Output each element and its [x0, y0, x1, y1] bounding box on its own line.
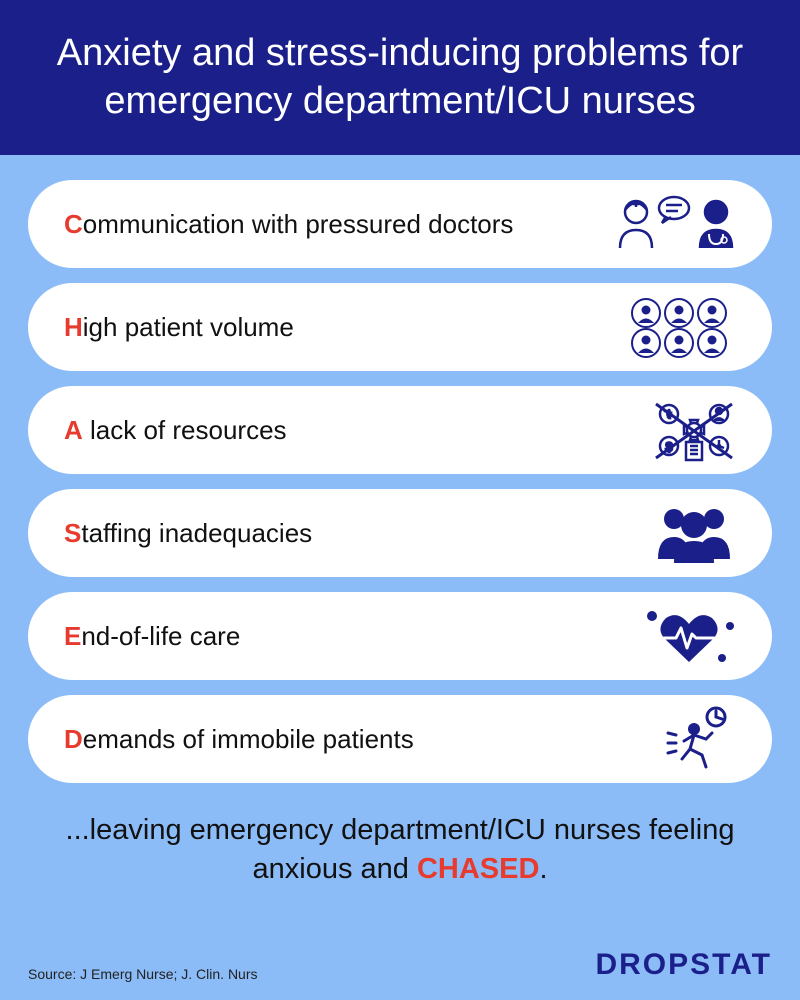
item-rest: igh patient volume	[83, 312, 294, 342]
item-rest: nd-of-life care	[81, 621, 240, 651]
header: Anxiety and stress-inducing problems for…	[0, 0, 800, 155]
item-rest: lack of resources	[83, 415, 287, 445]
item-first-letter: S	[64, 518, 81, 548]
item-text: Communication with pressured doctors	[64, 209, 513, 240]
list-item: Communication with pressured doctors	[28, 180, 772, 268]
item-rest: taffing inadequacies	[81, 518, 312, 548]
bottom-bar: Source: J Emerg Nurse; J. Clin. Nurs DRO…	[28, 930, 772, 982]
page-title: Anxiety and stress-inducing problems for…	[40, 30, 760, 125]
staffing-icon	[614, 498, 744, 568]
footer-chased: CHASED	[417, 853, 539, 885]
item-rest: ommunication with pressured doctors	[83, 209, 514, 239]
body: Communication with pressured doctors Hig…	[0, 155, 800, 1000]
item-first-letter: C	[64, 209, 83, 239]
item-text: High patient volume	[64, 312, 294, 343]
item-rest: emands of immobile patients	[83, 724, 414, 754]
item-first-letter: H	[64, 312, 83, 342]
patients-icon	[614, 292, 744, 362]
list-item: High patient volume	[28, 283, 772, 371]
brand-logo: DROPSTAT	[595, 948, 772, 982]
list-item: End-of-life care	[28, 592, 772, 680]
footer-text: ...leaving emergency department/ICU nurs…	[28, 811, 772, 889]
list-item: Demands of immobile patients	[28, 695, 772, 783]
item-text: Demands of immobile patients	[64, 724, 414, 755]
item-list: Communication with pressured doctors Hig…	[28, 180, 772, 783]
communication-icon	[614, 189, 744, 259]
item-first-letter: D	[64, 724, 83, 754]
item-first-letter: E	[64, 621, 81, 651]
list-item: A lack of resources ⚕ $	[28, 386, 772, 474]
heart-icon	[614, 601, 744, 671]
demands-icon	[614, 704, 744, 774]
footer-prefix: ...leaving emergency department/ICU nurs…	[66, 814, 735, 885]
infographic-container: Anxiety and stress-inducing problems for…	[0, 0, 800, 1000]
item-first-letter: A	[64, 415, 83, 445]
list-item: Staffing inadequacies	[28, 489, 772, 577]
resources-icon: ⚕ $	[614, 395, 744, 465]
item-text: A lack of resources	[64, 415, 287, 446]
item-text: Staffing inadequacies	[64, 518, 312, 549]
item-text: End-of-life care	[64, 621, 240, 652]
source-text: Source: J Emerg Nurse; J. Clin. Nurs	[28, 966, 258, 982]
footer-suffix: .	[539, 853, 547, 885]
